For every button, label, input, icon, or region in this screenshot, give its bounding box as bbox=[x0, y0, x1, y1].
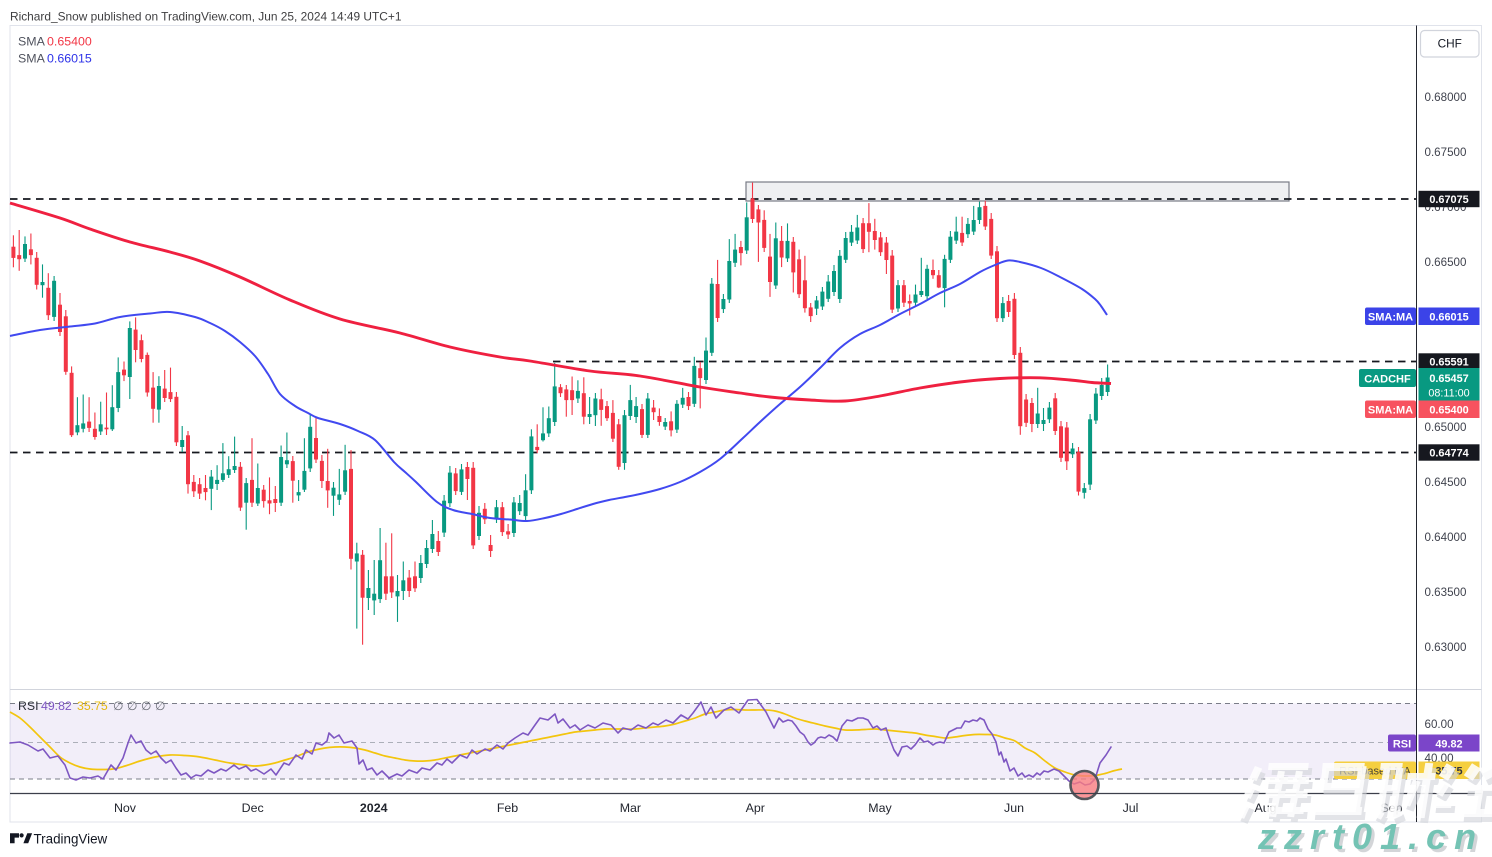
svg-text:∅: ∅ bbox=[155, 699, 165, 713]
svg-text:0.67500: 0.67500 bbox=[1425, 146, 1467, 159]
svg-text:Dec: Dec bbox=[242, 801, 264, 815]
svg-text:Jun: Jun bbox=[1004, 801, 1024, 815]
svg-text:0.64500: 0.64500 bbox=[1425, 476, 1467, 489]
svg-text:SMA:MA: SMA:MA bbox=[1368, 311, 1413, 323]
svg-text:0.67075: 0.67075 bbox=[1429, 194, 1468, 206]
svg-text:zzrt01.cn: zzrt01.cn bbox=[1257, 816, 1484, 857]
svg-text:∅: ∅ bbox=[141, 699, 151, 713]
svg-text:0.65457: 0.65457 bbox=[1429, 373, 1468, 385]
svg-text:∅: ∅ bbox=[113, 699, 123, 713]
svg-text:0.63500: 0.63500 bbox=[1425, 586, 1467, 599]
svg-text:TradingView: TradingView bbox=[34, 832, 108, 847]
svg-text:CHF: CHF bbox=[1438, 37, 1462, 51]
svg-text:CADCHF: CADCHF bbox=[1364, 373, 1411, 385]
svg-text:0.65591: 0.65591 bbox=[1429, 357, 1468, 369]
svg-text:0.65400: 0.65400 bbox=[1429, 404, 1468, 416]
svg-text:0.63000: 0.63000 bbox=[1425, 641, 1467, 654]
svg-text:0.64000: 0.64000 bbox=[1425, 531, 1467, 544]
svg-text:60.00: 60.00 bbox=[1425, 718, 1454, 731]
svg-text:SMA: SMA bbox=[18, 35, 46, 49]
svg-text:0.65000: 0.65000 bbox=[1425, 421, 1467, 434]
svg-text:∅: ∅ bbox=[127, 699, 137, 713]
svg-text:May: May bbox=[868, 801, 892, 815]
svg-text:Nov: Nov bbox=[114, 801, 137, 815]
svg-text:0.68000: 0.68000 bbox=[1425, 91, 1467, 104]
svg-text:0.65400: 0.65400 bbox=[47, 35, 92, 49]
svg-text:08:11:00: 08:11:00 bbox=[1428, 388, 1469, 400]
svg-text:0.66015: 0.66015 bbox=[47, 52, 92, 66]
svg-text:0.64774: 0.64774 bbox=[1429, 448, 1468, 460]
svg-text:RSI: RSI bbox=[1393, 738, 1411, 750]
svg-text:0.66015: 0.66015 bbox=[1429, 311, 1468, 323]
svg-text:SMA:MA: SMA:MA bbox=[1368, 404, 1413, 416]
svg-text:49.82: 49.82 bbox=[1435, 738, 1462, 750]
svg-text:Feb: Feb bbox=[497, 801, 518, 815]
svg-text:Mar: Mar bbox=[620, 801, 641, 815]
svg-text:2024: 2024 bbox=[360, 801, 388, 815]
svg-text:Jul: Jul bbox=[1123, 801, 1139, 815]
svg-text:RSI: RSI bbox=[18, 699, 39, 713]
svg-text:Apr: Apr bbox=[746, 801, 765, 815]
svg-text:35.75: 35.75 bbox=[77, 699, 108, 713]
svg-text:SMA: SMA bbox=[18, 52, 46, 66]
svg-text:zzrt01.cn: zzrt01.cn bbox=[1260, 819, 1487, 857]
svg-text:49.82: 49.82 bbox=[41, 699, 72, 713]
svg-text:0.66500: 0.66500 bbox=[1425, 256, 1467, 269]
svg-text:Richard_Snow published on Trad: Richard_Snow published on TradingView.co… bbox=[10, 10, 402, 24]
